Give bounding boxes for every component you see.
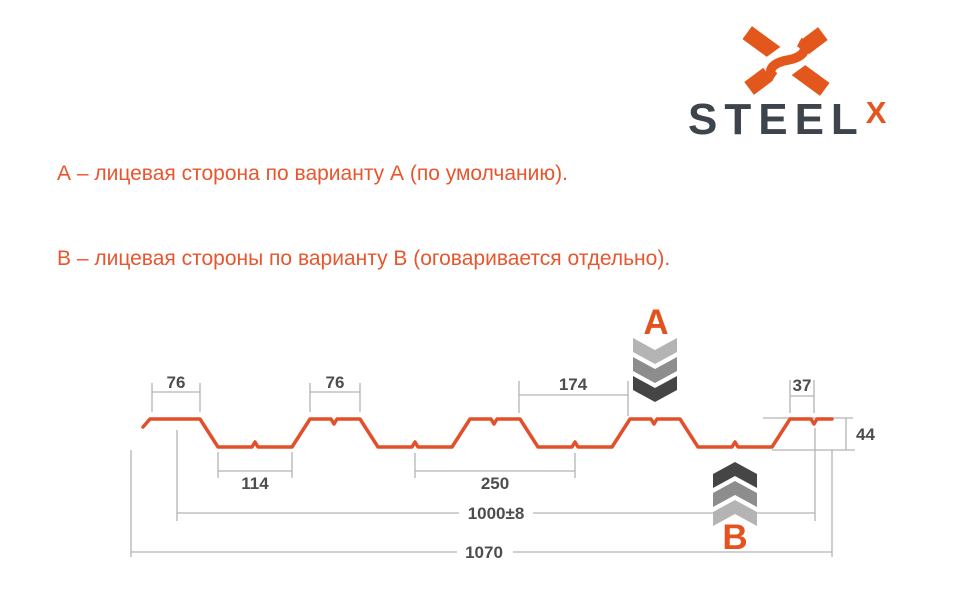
- dim-top-flange-1: 76: [151, 373, 201, 412]
- dim-value: 76: [167, 373, 186, 392]
- dim-value: 76: [326, 373, 345, 392]
- variant-b-note: В – лицевая стороны по варианту В (огова…: [57, 247, 671, 270]
- dim-profile-height: 44: [763, 417, 875, 451]
- dim-label-halo: [457, 544, 513, 560]
- chevron-down-icon: [633, 376, 677, 402]
- dim-value: 44: [856, 425, 875, 444]
- logo-bottom-left-arm: [744, 67, 773, 95]
- side-b-marker: B: [713, 462, 757, 557]
- chevron-down-icon: [633, 338, 677, 364]
- dim-valley-width: 114: [217, 452, 293, 493]
- dim-lines: [789, 380, 815, 413]
- brand-wordmark-x: X: [865, 95, 887, 130]
- dim-lines: [414, 453, 576, 478]
- dim-value: 37: [793, 376, 812, 395]
- steelx-logo-mark-icon: [738, 26, 834, 96]
- dim-lines: [309, 383, 361, 412]
- chevron-up-icon: [713, 500, 757, 526]
- dim-lines: [518, 381, 629, 416]
- dim-label-halo: [459, 504, 533, 521]
- dim-value: 1070: [465, 543, 503, 562]
- dim-value: 174: [559, 375, 588, 394]
- side-a-label: A: [643, 303, 668, 342]
- dim-lines: [217, 452, 293, 478]
- dim-top-flange-2: 76: [309, 373, 361, 412]
- dim-crest-opening: 174: [518, 375, 629, 416]
- side-b-label: B: [722, 518, 747, 557]
- logo-s-link: [766, 37, 810, 82]
- brand-wordmark: STEEL X: [688, 95, 887, 144]
- profile-cross-section: [141, 417, 834, 449]
- chevron-up-icon: [713, 481, 757, 507]
- variant-a-note: А – лицевая сторона по варианту А (по ум…: [57, 162, 568, 185]
- dim-rib-pitch: 250: [414, 453, 576, 493]
- dim-value: 250: [481, 474, 509, 493]
- dim-value: 1000±8: [468, 504, 525, 523]
- chevron-up-icon: [713, 462, 757, 488]
- chevron-down-icon: [633, 357, 677, 383]
- dim-edge-flange: 37: [789, 376, 815, 413]
- dim-lines: [763, 417, 855, 451]
- dim-value: 114: [241, 474, 269, 493]
- dim-cover-width: 1000±8: [176, 428, 816, 523]
- dim-overall-width: 1070: [130, 450, 833, 562]
- brand-wordmark-text: STEEL: [688, 95, 865, 144]
- side-a-marker: A: [633, 303, 677, 402]
- dim-lines: [151, 383, 201, 412]
